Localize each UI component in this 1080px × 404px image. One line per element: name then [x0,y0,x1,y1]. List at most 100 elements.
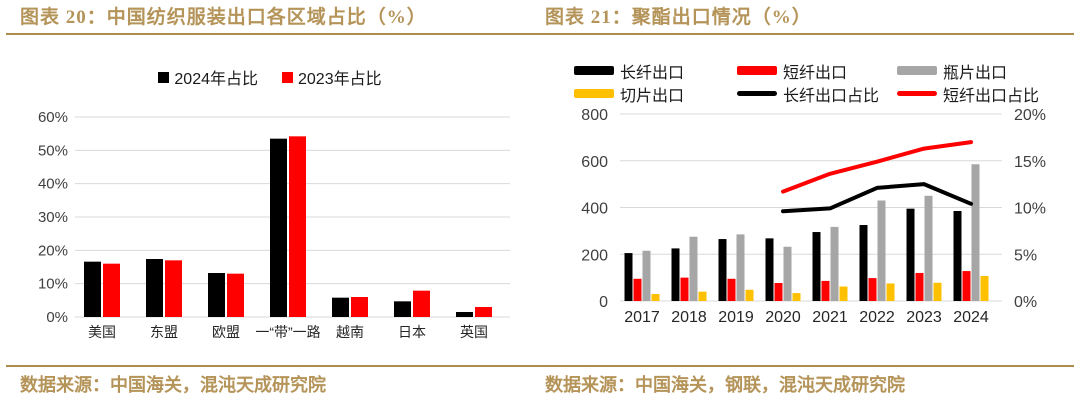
right-source-note: 数据来源：中国海关，钢联，混沌天成研究院 [545,375,905,395]
legend-label: 长纤出口占比 [783,87,880,105]
bar-短纤出口 [727,278,736,301]
legend-label: 短纤出口占比 [943,87,1040,105]
bar-切片出口 [980,275,989,301]
svg-text:400: 400 [581,201,608,218]
bar-长纤出口 [906,208,915,301]
svg-text:美国: 美国 [88,324,116,340]
left-panel-title: 图表 20：中国纺织服装出口各区域占比（%） [20,7,427,28]
left-source-note: 数据来源：中国海关，混沌天成研究院 [20,375,326,395]
bar-长纤出口 [765,238,774,301]
legend-item: 2024年占比 [158,65,258,89]
svg-text:2022: 2022 [859,309,895,326]
line-长纤出口占比 [781,182,973,214]
legend-swatch-square [158,71,170,83]
line-短纤出口占比 [781,140,973,194]
bar-短纤出口 [774,283,783,301]
svg-text:2020: 2020 [765,309,801,326]
right-panel-title: 图表 21：聚酯出口情况（%） [545,7,812,28]
bar-2024年占比 [208,273,225,317]
svg-text:欧盟: 欧盟 [212,324,240,340]
title-divider-rule [6,33,1074,35]
bar-切片出口 [745,289,754,301]
svg-text:2023: 2023 [906,309,942,326]
legend-item: 切片出口 [574,85,737,105]
bar-切片出口 [651,293,660,301]
bar-瓶片出口 [736,234,745,301]
legend-swatch-bar [737,66,777,75]
bar-2023年占比 [165,260,182,317]
bar-短纤出口 [962,271,971,301]
left-x-axis-labels: 美国 东盟 欧盟 一“带”一路 越南 日本 英国 [88,324,488,340]
bar-短纤出口 [915,272,924,301]
legend-item: 短纤出口 [737,62,897,82]
right-x-axis-labels: 2017 2018 2019 2020 2021 2022 2023 2024 [624,309,989,326]
bar-2023年占比 [103,263,120,317]
left-y-axis-labels: 0% 10% 20% 30% 40% 50% 60% [38,109,68,326]
legend-label: 2023年占比 [298,71,382,88]
bar-切片出口 [886,283,895,301]
bar-2024年占比 [146,259,163,317]
bar-长纤出口 [953,211,962,301]
bar-切片出口 [698,291,707,301]
svg-text:600: 600 [581,154,608,171]
bar-瓶片出口 [783,246,792,301]
svg-text:2017: 2017 [624,309,660,326]
svg-text:10%: 10% [38,276,68,293]
bar-短纤出口 [868,278,877,301]
legend-item: 短纤出口占比 [897,85,1044,105]
svg-text:40%: 40% [38,176,68,193]
bar-长纤出口 [624,253,633,301]
legend-label: 短纤出口 [783,64,848,82]
bar-2023年占比 [351,297,368,317]
svg-text:20%: 20% [1014,107,1046,124]
svg-text:10%: 10% [1014,201,1046,218]
legend-item: 长纤出口占比 [737,85,897,105]
svg-text:2024: 2024 [953,309,989,326]
right-lines [781,140,973,214]
bar-2024年占比 [332,297,349,317]
svg-text:日本: 日本 [398,324,426,340]
bar-2024年占比 [84,261,101,317]
svg-text:0: 0 [599,294,608,311]
svg-text:0%: 0% [46,309,68,326]
svg-text:20%: 20% [38,242,68,259]
bar-2023年占比 [413,290,430,317]
legend-label: 切片出口 [620,87,685,105]
bar-2023年占比 [227,273,244,317]
bar-2024年占比 [270,138,287,317]
bar-长纤出口 [859,225,868,301]
right-chart-legend: 长纤出口 短纤出口 瓶片出口切片出口 长纤出口占比 短纤出口占比 [574,62,1044,105]
svg-text:英国: 英国 [460,324,488,340]
source-divider-rule [6,365,1074,367]
bar-长纤出口 [718,239,727,301]
legend-item: 长纤出口 [574,62,737,82]
svg-text:2019: 2019 [718,309,754,326]
bar-瓶片出口 [642,250,651,301]
svg-text:60%: 60% [38,109,68,126]
svg-text:200: 200 [581,247,608,264]
legend-swatch-bar [574,89,614,98]
legend-swatch-line [737,91,777,96]
legend-item: 瓶片出口 [897,62,1044,82]
legend-item: 2023年占比 [282,65,382,89]
bar-瓶片出口 [689,236,698,301]
legend-label: 长纤出口 [620,64,685,82]
legend-label: 2024年占比 [174,71,258,88]
legend-swatch-line [897,91,937,96]
svg-text:越南: 越南 [336,324,364,340]
bar-短纤出口 [821,280,830,301]
svg-text:2018: 2018 [671,309,707,326]
legend-swatch-bar [574,66,614,75]
bar-短纤出口 [680,277,689,301]
left-bars [84,136,492,317]
bar-瓶片出口 [971,164,980,301]
bar-切片出口 [839,286,848,301]
svg-text:800: 800 [581,107,608,124]
bar-切片出口 [792,293,801,301]
svg-text:50%: 50% [38,142,68,159]
svg-text:0%: 0% [1014,294,1037,311]
svg-text:2021: 2021 [812,309,848,326]
bar-2024年占比 [456,312,473,317]
